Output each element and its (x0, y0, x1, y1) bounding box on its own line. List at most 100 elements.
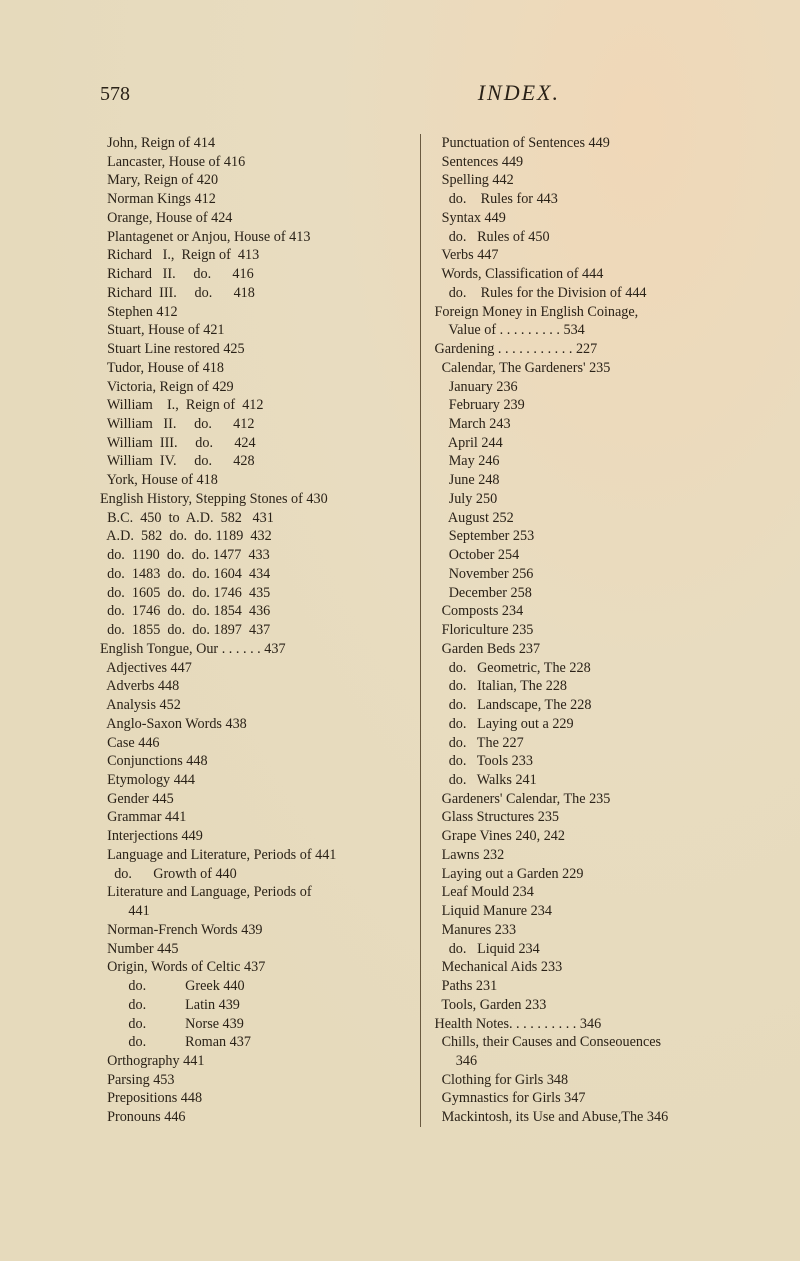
index-line: Chills, their Causes and Conseouences (435, 1033, 741, 1052)
index-line: Words, Classification of 444 (435, 265, 741, 284)
index-line: Calendar, The Gardeners' 235 (435, 359, 741, 378)
index-line: William III. do. 424 (100, 434, 406, 453)
index-line: Garden Beds 237 (435, 640, 741, 659)
page: 578 INDEX. John, Reign of 414 Lancaster,… (0, 0, 800, 1261)
index-line: do. 1605 do. do. 1746 435 (100, 584, 406, 603)
index-line: Richard II. do. 416 (100, 265, 406, 284)
index-line: Value of . . . . . . . . . 534 (435, 321, 741, 340)
index-line: Prepositions 448 (100, 1089, 406, 1108)
index-line: Interjections 449 (100, 827, 406, 846)
index-line: Lancaster, House of 416 (100, 153, 406, 172)
index-line: Conjunctions 448 (100, 752, 406, 771)
index-line: Paths 231 (435, 977, 741, 996)
index-line: Pronouns 446 (100, 1108, 406, 1127)
index-line: Parsing 453 (100, 1071, 406, 1090)
index-line: Gender 445 (100, 790, 406, 809)
index-line: York, House of 418 (100, 471, 406, 490)
page-header: 578 INDEX. (100, 80, 740, 106)
index-line: Tools, Garden 233 (435, 996, 741, 1015)
index-line: Case 446 (100, 734, 406, 753)
index-line: August 252 (435, 509, 741, 528)
index-line: Anglo-Saxon Words 438 (100, 715, 406, 734)
index-line: do. 1855 do. do. 1897 437 (100, 621, 406, 640)
index-line: John, Reign of 414 (100, 134, 406, 153)
index-line: Stuart, House of 421 (100, 321, 406, 340)
index-line: do. Rules of 450 (435, 228, 741, 247)
index-line: March 243 (435, 415, 741, 434)
index-line: William I., Reign of 412 (100, 396, 406, 415)
index-line: Lawns 232 (435, 846, 741, 865)
index-line: do. 1483 do. do. 1604 434 (100, 565, 406, 584)
index-line: Richard I., Reign of 413 (100, 246, 406, 265)
index-line: do. 1190 do. do. 1477 433 (100, 546, 406, 565)
index-line: Mackintosh, its Use and Abuse,The 346 (435, 1108, 741, 1127)
index-line: do. Liquid 234 (435, 940, 741, 959)
index-line: William II. do. 412 (100, 415, 406, 434)
index-line: do. 1746 do. do. 1854 436 (100, 602, 406, 621)
index-line: Etymology 444 (100, 771, 406, 790)
index-column-right: Punctuation of Sentences 449 Sentences 4… (421, 134, 741, 1127)
index-line: Gardeners' Calendar, The 235 (435, 790, 741, 809)
index-line: February 239 (435, 396, 741, 415)
page-number: 578 (100, 83, 130, 106)
index-line: do. Geometric, The 228 (435, 659, 741, 678)
index-line: September 253 (435, 527, 741, 546)
index-line: do. Italian, The 228 (435, 677, 741, 696)
index-line: Origin, Words of Celtic 437 (100, 958, 406, 977)
index-line: do. Latin 439 (100, 996, 406, 1015)
index-line: do. Landscape, The 228 (435, 696, 741, 715)
index-line: Stuart Line restored 425 (100, 340, 406, 359)
index-line: November 256 (435, 565, 741, 584)
index-line: Glass Structures 235 (435, 808, 741, 827)
index-line: Spelling 442 (435, 171, 741, 190)
index-line: Leaf Mould 234 (435, 883, 741, 902)
index-line: English Tongue, Our . . . . . . 437 (100, 640, 406, 659)
index-line: Norman Kings 412 (100, 190, 406, 209)
index-line: Clothing for Girls 348 (435, 1071, 741, 1090)
index-line: B.C. 450 to A.D. 582 431 (100, 509, 406, 528)
index-line: Adjectives 447 (100, 659, 406, 678)
index-line: Stephen 412 (100, 303, 406, 322)
index-line: Tudor, House of 418 (100, 359, 406, 378)
index-line: Liquid Manure 234 (435, 902, 741, 921)
index-line: Victoria, Reign of 429 (100, 378, 406, 397)
index-line: Gymnastics for Girls 347 (435, 1089, 741, 1108)
index-line: do. Rules for the Division of 444 (435, 284, 741, 303)
index-line: Manures 233 (435, 921, 741, 940)
index-line: Foreign Money in English Coinage, (435, 303, 741, 322)
index-line: Orthography 441 (100, 1052, 406, 1071)
index-line: do. Laying out a 229 (435, 715, 741, 734)
index-line: Laying out a Garden 229 (435, 865, 741, 884)
index-line: Number 445 (100, 940, 406, 959)
index-line: do. Growth of 440 (100, 865, 406, 884)
index-line: Composts 234 (435, 602, 741, 621)
index-line: Language and Literature, Periods of 441 (100, 846, 406, 865)
index-line: Orange, House of 424 (100, 209, 406, 228)
index-line: 441 (100, 902, 406, 921)
page-title: INDEX. (478, 80, 560, 106)
index-line: Richard III. do. 418 (100, 284, 406, 303)
index-line: May 246 (435, 452, 741, 471)
index-line: Syntax 449 (435, 209, 741, 228)
index-line: April 244 (435, 434, 741, 453)
index-line: Floriculture 235 (435, 621, 741, 640)
index-line: Mechanical Aids 233 (435, 958, 741, 977)
index-line: June 248 (435, 471, 741, 490)
index-line: do. Roman 437 (100, 1033, 406, 1052)
index-line: do. Rules for 443 (435, 190, 741, 209)
index-line: July 250 (435, 490, 741, 509)
index-line: do. Tools 233 (435, 752, 741, 771)
index-line: Adverbs 448 (100, 677, 406, 696)
index-line: do. The 227 (435, 734, 741, 753)
index-line: Mary, Reign of 420 (100, 171, 406, 190)
index-line: Sentences 449 (435, 153, 741, 172)
index-line: Gardening . . . . . . . . . . . 227 (435, 340, 741, 359)
index-line: Grammar 441 (100, 808, 406, 827)
index-line: Plantagenet or Anjou, House of 413 (100, 228, 406, 247)
index-line: January 236 (435, 378, 741, 397)
index-line: Verbs 447 (435, 246, 741, 265)
index-line: Literature and Language, Periods of (100, 883, 406, 902)
index-line: do. Greek 440 (100, 977, 406, 996)
index-line: A.D. 582 do. do. 1189 432 (100, 527, 406, 546)
index-columns: John, Reign of 414 Lancaster, House of 4… (100, 134, 740, 1127)
